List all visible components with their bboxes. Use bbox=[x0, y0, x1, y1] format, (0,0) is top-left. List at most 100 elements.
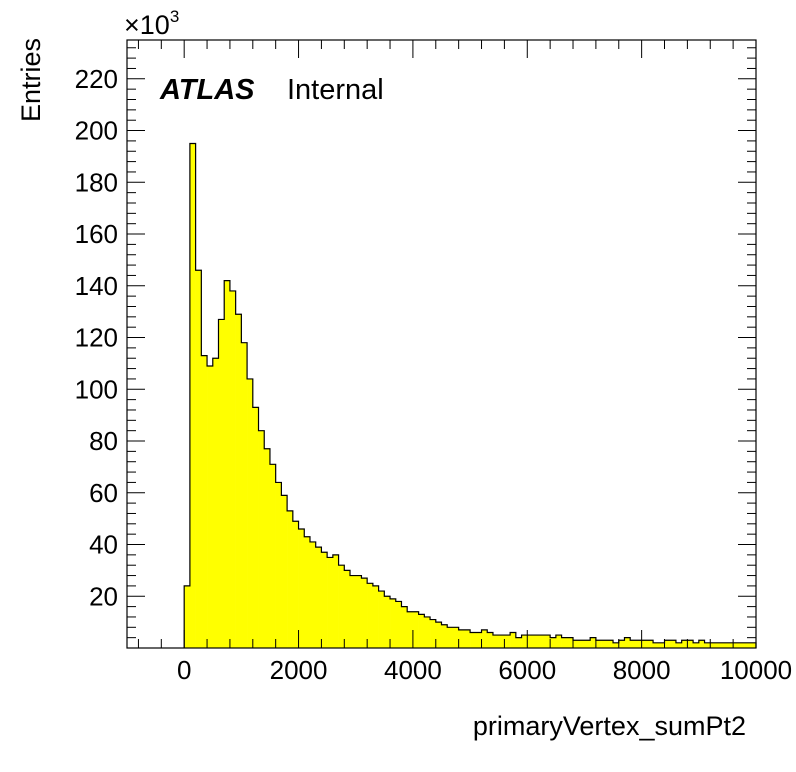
histogram-bin bbox=[292, 521, 299, 648]
histogram-bin bbox=[229, 290, 236, 648]
histogram-bin bbox=[544, 635, 551, 648]
histogram-bin bbox=[647, 640, 654, 648]
histogram-bin bbox=[607, 640, 614, 648]
histogram-bin bbox=[201, 355, 208, 648]
histogram-bin bbox=[590, 637, 597, 648]
histogram-bin bbox=[715, 642, 722, 648]
histogram-bin bbox=[733, 642, 740, 648]
histogram-bin bbox=[378, 591, 385, 648]
histogram-bin bbox=[458, 629, 465, 648]
histogram-bin bbox=[275, 482, 282, 648]
y-tick-label: 80 bbox=[89, 426, 118, 456]
y-axis-title: Entries bbox=[16, 38, 46, 122]
histogram-bin bbox=[487, 632, 494, 648]
histogram-bin bbox=[584, 640, 591, 648]
histogram-bin bbox=[510, 632, 517, 648]
histogram-bin bbox=[698, 640, 705, 648]
histogram-bin bbox=[595, 640, 602, 648]
histogram-bin bbox=[550, 637, 557, 648]
histogram-bin bbox=[750, 642, 757, 648]
histogram-bin bbox=[361, 578, 368, 648]
histogram-bin bbox=[498, 635, 505, 648]
histogram-bin bbox=[441, 624, 448, 648]
histogram-outline bbox=[183, 142, 757, 648]
histogram-bin bbox=[344, 570, 351, 648]
histogram-bin bbox=[401, 606, 408, 648]
histogram-bin bbox=[635, 640, 642, 648]
histogram-bin bbox=[332, 554, 339, 648]
y-multiplier: ×103 bbox=[124, 7, 179, 40]
histogram-bin bbox=[321, 552, 328, 648]
histogram-bin bbox=[521, 635, 528, 648]
histogram-bin bbox=[567, 637, 574, 648]
x-tick-label: 4000 bbox=[384, 655, 442, 685]
histogram-bin bbox=[630, 640, 637, 648]
histogram-bin bbox=[390, 598, 397, 648]
y-tick-label: 120 bbox=[75, 323, 118, 353]
histogram-bin bbox=[475, 632, 482, 648]
y-tick-label: 20 bbox=[89, 581, 118, 611]
histogram-bin bbox=[721, 642, 728, 648]
histogram-bin bbox=[624, 637, 631, 648]
histogram-bin bbox=[618, 640, 625, 648]
x-tick-label: 8000 bbox=[613, 655, 671, 685]
y-tick-label: 40 bbox=[89, 530, 118, 560]
histogram-bin bbox=[355, 575, 362, 648]
histogram-bin bbox=[309, 541, 316, 648]
histogram-bin bbox=[504, 635, 511, 648]
histogram-bin bbox=[435, 622, 442, 648]
histogram-bin bbox=[573, 640, 580, 648]
histogram-bin bbox=[538, 635, 545, 648]
histogram-bin bbox=[641, 640, 648, 648]
histogram-bin bbox=[212, 358, 219, 648]
histogram-bin bbox=[687, 640, 694, 648]
histogram-bin bbox=[515, 637, 522, 648]
histogram-bin bbox=[252, 407, 259, 648]
histogram-bin bbox=[430, 619, 437, 648]
histogram-bin bbox=[447, 627, 454, 648]
histogram-bin bbox=[247, 378, 254, 648]
histogram-bin bbox=[561, 637, 568, 648]
histogram-bin bbox=[670, 640, 677, 648]
histogram-bars bbox=[184, 143, 757, 648]
y-tick-label: 140 bbox=[75, 271, 118, 301]
x-tick-label: 10000 bbox=[720, 655, 792, 685]
y-tick-label: 200 bbox=[75, 116, 118, 146]
histogram-bin bbox=[184, 585, 191, 648]
y-tick-label: 160 bbox=[75, 219, 118, 249]
histogram-bin bbox=[681, 640, 688, 648]
histogram-bin bbox=[207, 365, 214, 648]
histogram-bin bbox=[738, 642, 745, 648]
histogram-bin bbox=[710, 642, 717, 648]
histogram-bin bbox=[189, 143, 196, 648]
histogram-bin bbox=[675, 642, 682, 648]
histogram-bin bbox=[269, 464, 276, 648]
histogram-bin bbox=[704, 642, 711, 648]
axis-ticks bbox=[127, 40, 757, 649]
histogram-bin bbox=[350, 575, 357, 648]
histogram-bin bbox=[664, 640, 671, 648]
histogram-bin bbox=[195, 270, 202, 648]
histogram-bin bbox=[281, 495, 288, 648]
histogram-bin bbox=[258, 430, 265, 648]
y-tick-label: 180 bbox=[75, 167, 118, 197]
histogram-bin bbox=[218, 319, 225, 648]
histogram-bin bbox=[298, 528, 305, 648]
x-tick-labels: 0 2000 4000 6000 8000 10000 bbox=[177, 655, 792, 685]
histogram-bin bbox=[264, 448, 271, 648]
histogram-bin bbox=[418, 614, 425, 648]
histogram-bin bbox=[653, 642, 660, 648]
y-tick-label: 60 bbox=[89, 478, 118, 508]
plot-frame bbox=[126, 39, 757, 649]
histogram-bin bbox=[327, 557, 334, 648]
histogram-bin bbox=[407, 611, 414, 648]
x-tick-label: 0 bbox=[177, 655, 191, 685]
histogram-bin bbox=[693, 642, 700, 648]
histogram-bin bbox=[658, 642, 665, 648]
histogram-bin bbox=[412, 611, 419, 648]
histogram-bin bbox=[384, 596, 391, 648]
histogram-bin bbox=[315, 547, 322, 648]
histogram-bin bbox=[464, 629, 471, 648]
histogram-bin bbox=[532, 635, 540, 648]
